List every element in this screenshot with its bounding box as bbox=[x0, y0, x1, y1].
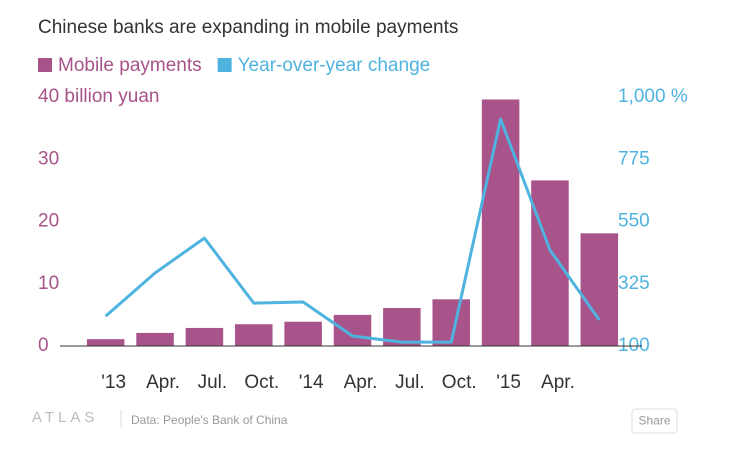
bar bbox=[136, 332, 174, 346]
y-tick-label: 30 bbox=[38, 148, 59, 169]
x-tick-label: Apr. bbox=[541, 372, 575, 393]
y2-tick-label: 1,000 % bbox=[618, 86, 688, 107]
bar bbox=[185, 327, 224, 346]
brand: ATLAS bbox=[32, 409, 98, 426]
bar bbox=[531, 180, 569, 346]
share-button[interactable] bbox=[631, 408, 678, 434]
y-tick-label: 40 billion yuan bbox=[38, 86, 159, 107]
x-tick-label: Jul. bbox=[198, 372, 228, 393]
y2-tick-label: 775 bbox=[618, 148, 650, 169]
bar bbox=[284, 321, 322, 346]
bar bbox=[580, 233, 619, 346]
x-tick-label: '13 bbox=[101, 372, 126, 393]
y2-tick-label: 550 bbox=[618, 211, 650, 232]
source: Data: People's Bank of China bbox=[131, 413, 288, 427]
share-label[interactable]: Share bbox=[638, 414, 670, 428]
x-tick-label: Jul. bbox=[395, 372, 425, 393]
y-tick-label: 20 bbox=[38, 211, 59, 232]
y2-tick-label: 325 bbox=[618, 273, 650, 294]
legend-swatch bbox=[217, 58, 232, 72]
x-tick-label: Apr. bbox=[146, 372, 180, 393]
legend-label: Year-over-year change bbox=[238, 55, 431, 76]
y-tick-label: 10 bbox=[38, 273, 59, 294]
bar bbox=[235, 324, 273, 346]
bar bbox=[481, 99, 520, 347]
line bbox=[104, 117, 601, 344]
legend-label: Mobile payments bbox=[58, 55, 202, 76]
y-tick-label: 0 bbox=[38, 335, 49, 356]
bar bbox=[86, 339, 125, 346]
chart-title: Chinese banks are expanding in mobile pa… bbox=[38, 17, 458, 38]
legend-swatch bbox=[38, 58, 52, 72]
x-tick-label: Apr. bbox=[344, 372, 378, 393]
x-tick-label: Oct. bbox=[244, 372, 279, 393]
x-tick-label: '15 bbox=[496, 372, 521, 393]
x-tick-label: '14 bbox=[299, 372, 324, 393]
x-tick-label: Oct. bbox=[442, 372, 477, 393]
bar bbox=[333, 314, 372, 346]
